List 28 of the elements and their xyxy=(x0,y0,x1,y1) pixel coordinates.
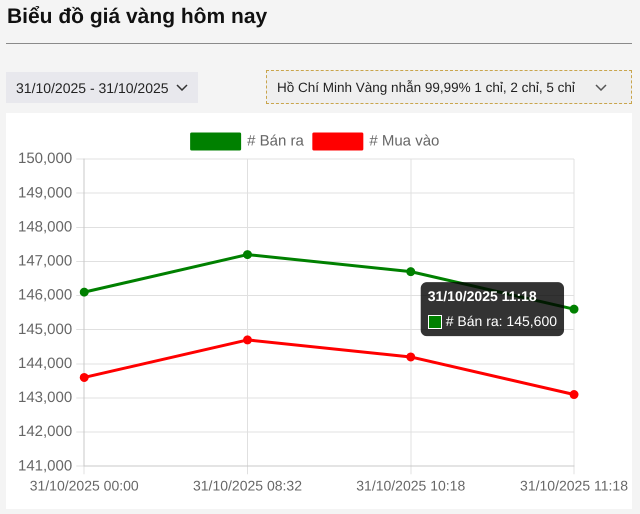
date-range-dropdown: 31/10/2025 - 31/10/2025 xyxy=(6,72,198,103)
x-tick-label: 31/10/2025 11:18 xyxy=(520,477,628,494)
x-tick-label: 31/10/2025 10:18 xyxy=(356,477,466,494)
y-tick-label: 144,000 xyxy=(18,354,72,372)
point xyxy=(80,288,89,297)
point xyxy=(80,372,89,382)
y-tick-label: 149,000 xyxy=(18,184,72,202)
point xyxy=(242,250,252,260)
x-tick-label: 31/10/2025 08:32 xyxy=(192,477,302,494)
y-tick-label: 142,000 xyxy=(18,423,72,440)
y-tick-label: 146,000 xyxy=(18,286,72,304)
y-tick-label: 141,000 xyxy=(18,457,72,474)
point xyxy=(570,390,579,400)
x-tick-label: 31/10/2025 00:00 xyxy=(30,477,139,494)
y-tick-label: 145,000 xyxy=(18,320,72,338)
legend-label: # Bán ra xyxy=(247,132,304,150)
chart-title: Biểu đồ giá vàng hôm nay xyxy=(7,5,268,29)
y-tick-label: 148,000 xyxy=(18,218,72,236)
point xyxy=(570,304,579,314)
y-tick-label: 150,000 xyxy=(18,150,72,168)
y-tick-label: 147,000 xyxy=(18,252,72,270)
y-tick-label: 143,000 xyxy=(18,389,72,406)
point xyxy=(242,335,252,344)
point xyxy=(406,352,416,362)
product-dropdown: Hồ Chí Minh Vàng nhẫn 99,99% 1 chỉ, 2 chỉ, 5 chỉ xyxy=(266,70,632,104)
legend-label: # Mua vào xyxy=(369,132,440,150)
point xyxy=(406,267,416,276)
annotation: 31/10/2025 11:18 # Bán ra: 145,600 xyxy=(428,288,558,330)
